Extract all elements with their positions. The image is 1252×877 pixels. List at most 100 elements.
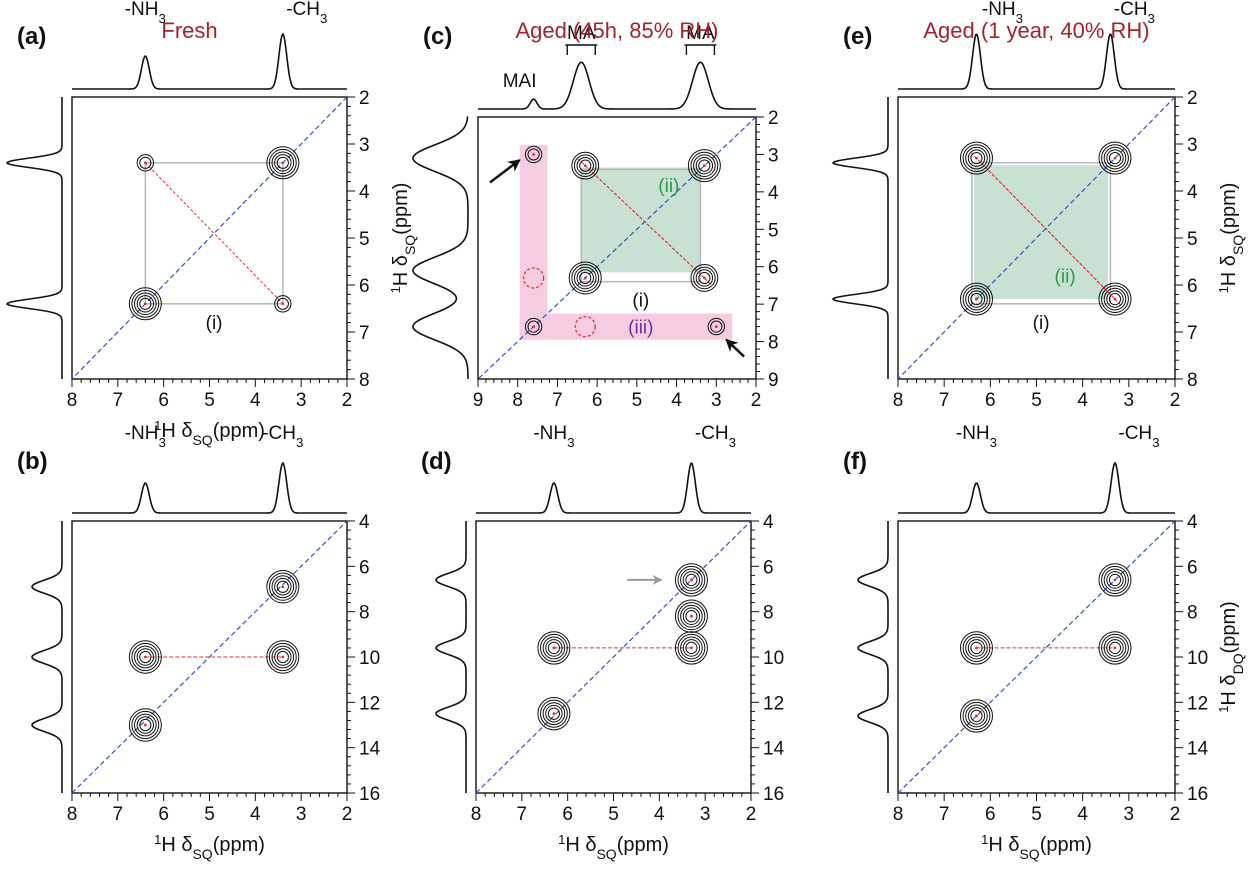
y-tick-label: 8 [1187,603,1198,624]
peak-center [143,302,147,306]
y-tick-label: 3 [359,135,370,156]
panel-c: 9 8 7 6 5 4 3 2 2 3 4 5 6 7 8 9 MAI MA MA (i) (ii) (iii) (c) Ag… [412,18,779,411]
arrow-pointer [489,159,521,184]
contour-peak [965,636,988,660]
contour-peak [1101,565,1129,595]
contour-peak [710,320,723,333]
x-tick-label: 5 [1031,390,1042,411]
contour-peak [959,282,993,316]
contour-peak [1108,152,1122,165]
contour-peak [680,636,703,660]
contour-peak [131,642,160,672]
x-axis-title: 1H δSQ(ppm) [154,832,265,863]
y-tick-label: 7 [768,295,779,316]
y-tick-label: 16 [763,784,784,805]
contour-peak [685,573,698,587]
contour-peak [959,141,993,175]
contour-peak [139,297,152,310]
contour-peak [962,633,991,663]
contour-peak [682,571,701,589]
peak-center [552,646,556,650]
y-tick-label: 7 [359,323,370,344]
y-tick-label: 5 [1187,229,1198,250]
x-tick-label: 8 [512,390,523,411]
panel-title: Aged (1 year, 40% RH) [923,18,1149,43]
contour-peak [139,718,152,732]
x-tick-label: 6 [158,804,169,825]
y-tick-label: 10 [763,648,784,669]
x-tick-label: 3 [296,804,307,825]
y-tick-label: 5 [359,229,370,250]
x-tick-label: 3 [711,390,722,411]
y-tick-label: 4 [359,182,370,203]
x-tick-label: 3 [1124,804,1135,825]
contour-peak [1098,282,1132,316]
contour-peak [1106,290,1124,308]
contour-peak [685,641,698,655]
contour-peak [573,154,597,177]
contour-peak [1103,568,1127,592]
contour-peak [134,292,157,316]
y-tick-label: 8 [763,603,774,624]
contour-peak [967,707,986,725]
diagonal-line [71,96,348,380]
contour-peak [677,633,706,663]
panel-title: Fresh [161,18,217,43]
contour-peak [1101,144,1129,173]
contour-peak [271,151,295,175]
contour-peak [576,269,594,287]
contour-peak [276,650,289,664]
left-projection [435,521,467,793]
region-label-i: (i) [632,291,649,312]
peak-center [143,161,147,165]
contour-peak [970,293,983,306]
contour-peak [271,575,295,599]
contour-peak [967,149,986,167]
x-tick-label: 8 [67,804,78,825]
contour-peak [965,704,988,728]
peak-center [143,655,147,659]
peak-center [281,585,285,589]
x-tick-label: 9 [473,390,484,411]
peak-center [690,646,693,650]
peak-center [690,578,693,582]
x-tick-label: 8 [893,390,904,411]
y-tick-label: 9 [768,370,779,391]
contour-peak [682,639,701,657]
peak-center [975,156,978,160]
contour-peak [687,149,721,183]
peak-center [143,723,147,727]
diagonal-line [897,520,1176,794]
top-peak-label: MA [567,23,596,44]
contour-peak [274,577,292,596]
top-peak-label: MA [686,23,715,44]
y-tick-label: 4 [359,512,370,533]
contour-peak [274,154,292,172]
contour-peak [962,701,991,731]
y-tick-label: 4 [763,512,774,533]
contour-peak [959,631,993,665]
contour-peak [136,648,155,666]
x-tick-label: 6 [592,390,603,411]
contour-peak [1106,639,1124,657]
top-peak-label: -NH3 [533,423,574,450]
contour-peak [965,287,988,311]
x-tick-label: 2 [751,390,762,411]
peak-center [702,276,706,280]
y-tick-label: 12 [763,693,784,714]
contour-peak [1098,631,1132,665]
panel-d: 8 7 6 5 4 3 2 4 6 8 10 12 14 16 1H δSQ(ppm) -NH3 -CH3 (d) [421,423,785,862]
peak-center [281,302,285,306]
contour-peak [693,154,716,177]
left-projection [831,97,889,379]
peak-center [532,325,535,328]
top-peak-label: -NH3 [956,423,997,450]
region-iii-vertical [519,145,548,340]
x-tick-label: 4 [250,390,261,411]
peak-center [975,646,978,650]
contour-peak [962,144,991,173]
contour-peak [693,266,716,290]
peak-center [1113,156,1117,160]
contour-peak [527,148,540,161]
